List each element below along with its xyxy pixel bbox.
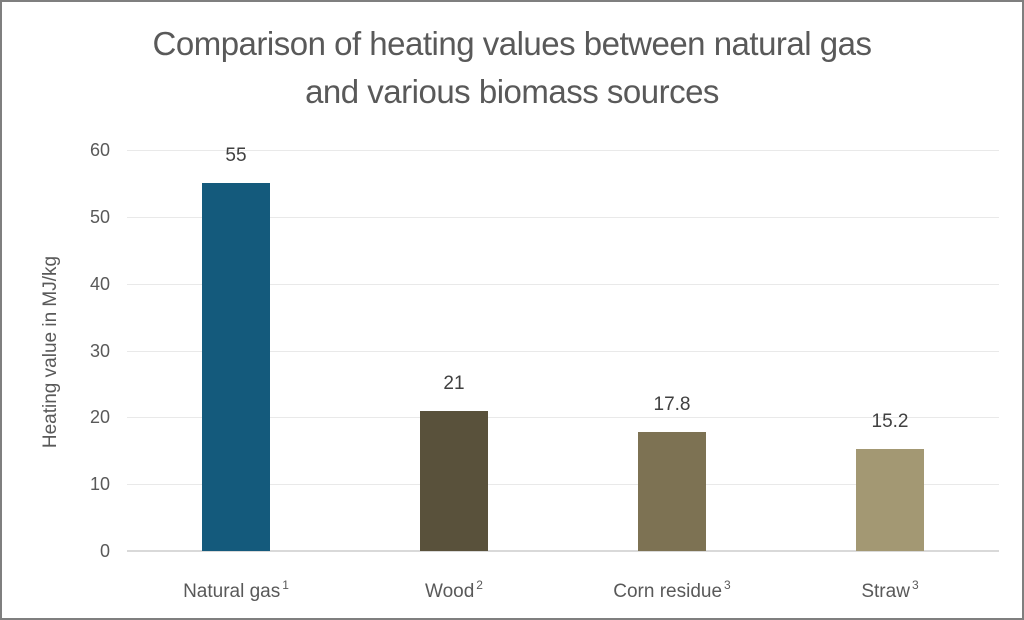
data-label: 15.2 bbox=[871, 411, 909, 432]
y-tick-label: 20 bbox=[89, 407, 110, 427]
y-axis-label: Heating value in MJ/kg bbox=[40, 255, 61, 449]
gridline bbox=[127, 217, 999, 218]
x-tick-label: Natural gas 1 bbox=[136, 573, 336, 604]
bar-natural-gas bbox=[202, 183, 270, 551]
category-name: Wood bbox=[425, 581, 475, 602]
x-axis-line bbox=[127, 550, 999, 552]
footnote-marker: 3 bbox=[724, 578, 731, 592]
bar-straw bbox=[856, 449, 924, 551]
y-tick-label: 50 bbox=[89, 207, 110, 227]
gridline bbox=[127, 351, 999, 352]
y-tick-label: 40 bbox=[89, 274, 110, 294]
x-tick-label: Wood 2 bbox=[354, 573, 554, 604]
y-tick-label: 30 bbox=[89, 341, 110, 361]
gridline bbox=[127, 284, 999, 285]
y-tick-label: 60 bbox=[89, 140, 110, 160]
y-tick-label: 0 bbox=[99, 541, 110, 561]
category-name: Corn residue bbox=[613, 581, 723, 602]
bar-corn-residue bbox=[638, 432, 706, 551]
gridline bbox=[127, 417, 999, 418]
chart-title-line-2: and various biomass sources bbox=[305, 73, 719, 110]
data-label: 21 bbox=[443, 373, 465, 394]
y-tick-label: 10 bbox=[89, 474, 110, 494]
gridline bbox=[127, 484, 999, 485]
footnote-marker: 1 bbox=[282, 578, 289, 592]
category-name: Straw bbox=[861, 581, 910, 602]
chart-title-line-1: Comparison of heating values between nat… bbox=[152, 25, 872, 62]
data-label: 17.8 bbox=[653, 394, 691, 415]
gridline bbox=[127, 150, 999, 151]
data-label: 55 bbox=[225, 145, 247, 166]
footnote-marker: 2 bbox=[476, 578, 483, 592]
footnote-marker: 3 bbox=[911, 578, 919, 592]
category-name: Natural gas bbox=[183, 581, 281, 602]
x-tick-label: Corn residue 3 bbox=[572, 573, 772, 604]
x-tick-label: Straw 3 bbox=[790, 573, 990, 604]
bar-wood bbox=[420, 411, 488, 551]
